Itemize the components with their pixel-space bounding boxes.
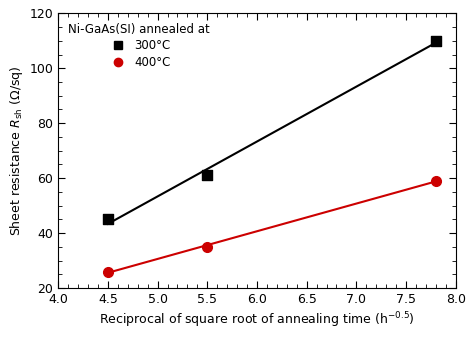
Point xyxy=(203,173,211,178)
Legend: 300°C, 400°C: 300°C, 400°C xyxy=(64,19,213,72)
Y-axis label: Sheet resistance $R_{\rm sh}$ ($\Omega$/sq): Sheet resistance $R_{\rm sh}$ ($\Omega$/… xyxy=(9,66,25,236)
Point xyxy=(104,217,112,222)
X-axis label: Reciprocal of square root of annealing time (h$^{-0.5}$): Reciprocal of square root of annealing t… xyxy=(99,310,415,330)
Point xyxy=(432,178,439,184)
Point xyxy=(432,38,439,44)
Point xyxy=(203,244,211,249)
Point xyxy=(104,269,112,274)
